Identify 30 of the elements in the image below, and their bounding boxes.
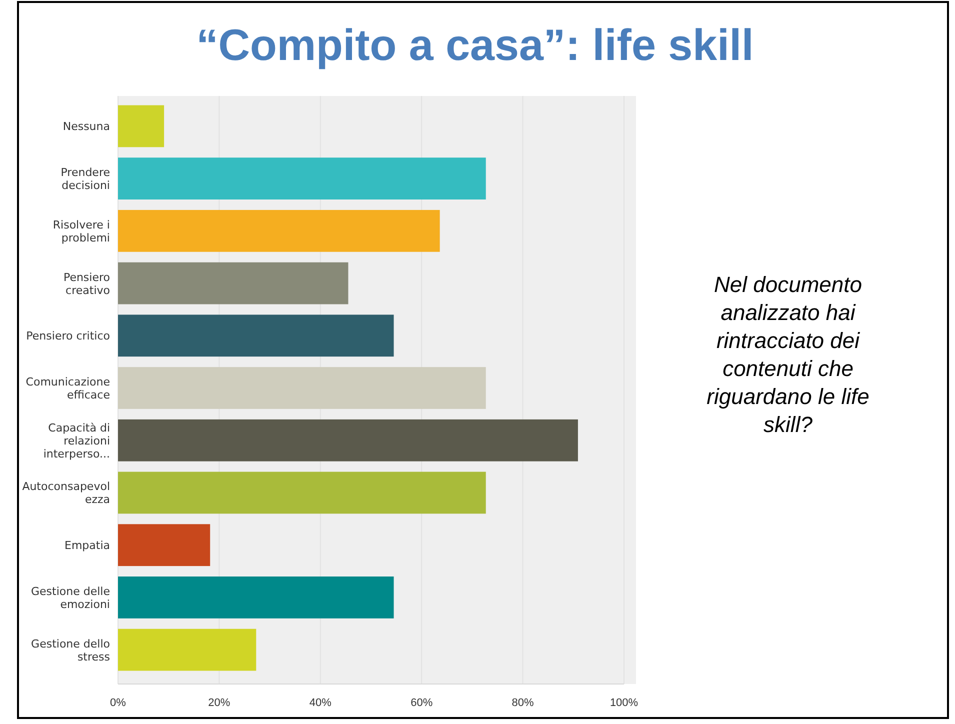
y-tick-label: Gestione dello stress xyxy=(31,637,110,664)
x-tick-label: 40% xyxy=(309,696,332,709)
bar xyxy=(118,472,486,514)
bar xyxy=(118,419,578,462)
y-tick-label: Capacità di relazioni interperso... xyxy=(43,421,110,460)
bar xyxy=(118,210,440,252)
y-tick-label: Empatia xyxy=(64,539,110,552)
bar xyxy=(118,628,256,671)
y-tick-label: Comunicazione efficace xyxy=(26,376,110,402)
bar xyxy=(118,524,210,566)
y-tick-label: Pensiero critico xyxy=(26,330,110,343)
text: Nel documento analizzato hai rintracciato dei contenuti che riguardano le life skill? xyxy=(706,272,870,437)
y-tick-label: Gestione delle emozioni xyxy=(31,584,110,611)
x-tick-label: 60% xyxy=(410,696,433,709)
y-tick-label: Pensiero creativo xyxy=(63,270,110,297)
x-tick-label: 80% xyxy=(512,696,534,709)
bar xyxy=(118,158,486,200)
bar xyxy=(118,262,348,304)
x-tick-label: 100% xyxy=(610,696,638,709)
bar xyxy=(118,105,164,148)
y-tick-label: Nessuna xyxy=(62,120,110,134)
x-tick-label: 0% xyxy=(110,696,126,709)
y-tick-label: Risolvere i problemi xyxy=(52,218,110,244)
y-tick-label: Autoconsapevolezza xyxy=(22,480,110,506)
bar xyxy=(118,314,394,357)
chart-title: “Compito a casa”: life skill xyxy=(196,21,754,70)
x-tick-label: 20% xyxy=(208,696,230,709)
bar xyxy=(118,576,394,618)
bar xyxy=(118,367,486,409)
y-tick-label: Prendere decisioni xyxy=(60,166,110,192)
